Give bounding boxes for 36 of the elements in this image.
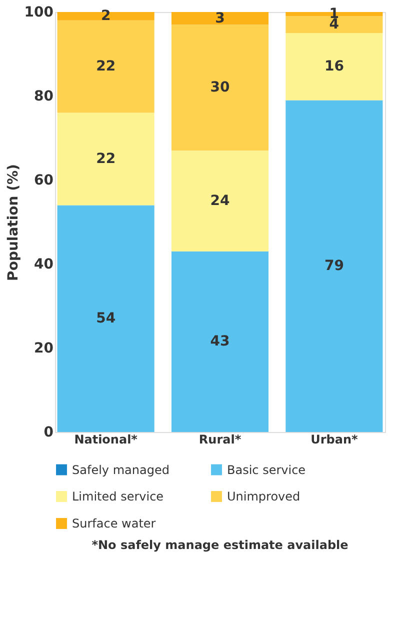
data-label: 22 (96, 151, 116, 167)
legend-label: Limited service (72, 490, 164, 504)
bar (171, 24, 269, 151)
bar (286, 100, 383, 432)
bar (171, 12, 269, 25)
y-tick-label: 0 (44, 424, 54, 440)
y-axis-title: Population (%) (5, 164, 22, 281)
data-label: 43 (210, 334, 230, 350)
legend-label: Safely managed (72, 462, 170, 477)
x-tick-label: Rural* (198, 432, 242, 446)
bar (57, 20, 154, 113)
legend-label: Basic service (227, 462, 306, 477)
y-tick-label: 80 (34, 88, 54, 104)
data-label: 54 (96, 310, 116, 327)
data-label: 16 (324, 58, 344, 75)
data-label: 2 (100, 8, 111, 24)
y-tick-label: 60 (34, 172, 54, 188)
bar (286, 33, 383, 100)
data-label: 22 (96, 58, 116, 75)
y-tick-label: 40 (34, 256, 54, 272)
x-tick-label: National* (74, 432, 138, 446)
x-tick-label: Urban* (310, 432, 358, 446)
bar (57, 205, 154, 432)
bar (171, 251, 269, 432)
data-label: 30 (210, 80, 230, 96)
data-label: 24 (210, 193, 230, 209)
legend-label: Unimproved (227, 490, 300, 504)
legend-label: Surface water (72, 516, 156, 530)
bar (57, 112, 154, 206)
bar (286, 16, 383, 33)
bar (171, 150, 269, 252)
text: *No safely manage estimate available (92, 538, 348, 552)
y-tick-label: 100 (24, 4, 54, 20)
data-label: 79 (324, 258, 344, 274)
y-tick-label: 20 (34, 340, 54, 356)
data-label: 3 (215, 10, 225, 26)
